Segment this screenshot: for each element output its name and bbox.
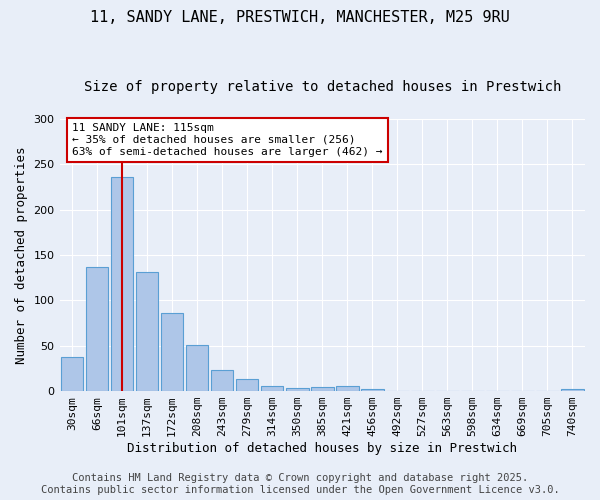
Bar bbox=[311, 386, 334, 391]
Bar bbox=[111, 177, 133, 391]
Bar bbox=[86, 266, 109, 391]
Bar bbox=[186, 345, 208, 391]
Text: Contains HM Land Registry data © Crown copyright and database right 2025.
Contai: Contains HM Land Registry data © Crown c… bbox=[41, 474, 559, 495]
Title: Size of property relative to detached houses in Prestwich: Size of property relative to detached ho… bbox=[83, 80, 561, 94]
Text: 11 SANDY LANE: 115sqm
← 35% of detached houses are smaller (256)
63% of semi-det: 11 SANDY LANE: 115sqm ← 35% of detached … bbox=[73, 124, 383, 156]
X-axis label: Distribution of detached houses by size in Prestwich: Distribution of detached houses by size … bbox=[127, 442, 517, 455]
Text: 11, SANDY LANE, PRESTWICH, MANCHESTER, M25 9RU: 11, SANDY LANE, PRESTWICH, MANCHESTER, M… bbox=[90, 10, 510, 25]
Y-axis label: Number of detached properties: Number of detached properties bbox=[15, 146, 28, 364]
Bar bbox=[336, 386, 359, 391]
Bar bbox=[361, 390, 383, 391]
Bar bbox=[161, 313, 184, 391]
Bar bbox=[136, 272, 158, 391]
Bar bbox=[61, 356, 83, 391]
Bar bbox=[286, 388, 308, 391]
Bar bbox=[236, 380, 259, 391]
Bar bbox=[561, 390, 584, 391]
Bar bbox=[261, 386, 283, 391]
Bar bbox=[211, 370, 233, 391]
